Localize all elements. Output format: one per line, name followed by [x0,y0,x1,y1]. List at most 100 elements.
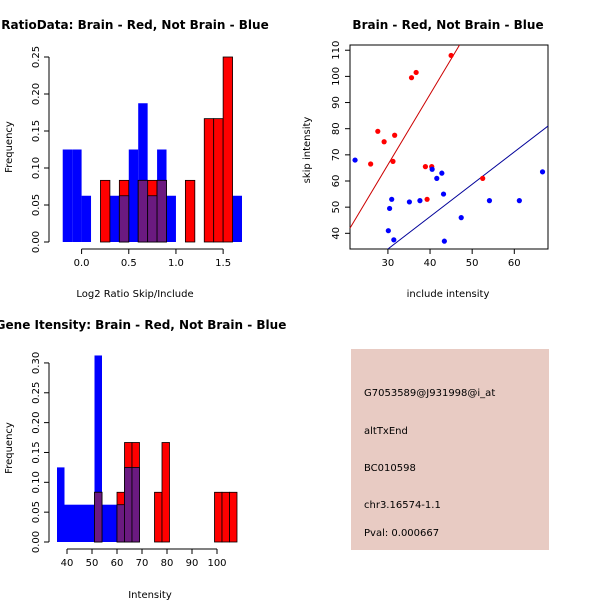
point-brain-8 [424,196,430,202]
point-brain-2 [381,139,387,145]
x-tick-label-0: 40 [61,558,74,569]
point-notbrain-11 [441,238,447,244]
accession-id: BC010598 [364,463,416,474]
probe-id: G7053589@J931998@i_at [364,388,495,399]
ratio-histogram: RatioData: Brain - Red, Not Brain - Blue… [1,18,268,300]
scatter-title: Brain - Red, Not Brain - Blue [352,18,543,32]
scatter-x-tick-label-1: 40 [424,258,437,269]
point-notbrain-5 [406,199,412,205]
scatter-y-tick-label-1: 50 [331,201,342,214]
intensity-histogram: Gene Itensity: Brain - Red, Not Brain - … [0,318,286,600]
x-tick-label-0: 0.0 [74,258,90,269]
p-value: Pval: 0.000667 [364,528,439,539]
scatter-y-tick-label-5: 90 [331,96,342,109]
fit-line-brain [349,44,460,229]
scatter-y-tick-label-7: 110 [331,41,342,60]
bar-brain-8 [222,56,233,243]
bar-notbrain-5 [94,355,102,542]
bar-notbrain-1 [64,504,72,542]
scatter-x-tick-label-0: 30 [382,258,395,269]
bar-overlap-1 [118,195,130,243]
bar-notbrain-3 [109,195,120,242]
intensity-histogram-ylabel: Frequency [4,422,15,474]
scatter-x-tick-label-3: 60 [508,258,521,269]
scatter-y-tick-label-2: 60 [331,175,342,188]
intensity-histogram-axes: 40 50 60 70 80 90 100 0.00 0.05 0.10 0.15 0.20 0.25 0… [31,352,227,569]
point-brain-4 [392,132,398,138]
x-tick-label-3: 1.5 [215,258,231,269]
bar-notbrain-6 [102,504,110,542]
ratio-histogram-bars [62,56,242,243]
intensity-histogram-title: Gene Itensity: Brain - Red, Not Brain - … [0,318,286,332]
point-notbrain-14 [516,198,522,204]
point-notbrain-6 [417,198,423,204]
ratio-histogram-xlabel: Log2 Ratio Skip/Include [76,289,193,300]
bar-overlap-2 [137,179,149,243]
bar-notbrain-6 [138,103,148,242]
bar-brain-0 [100,179,111,243]
point-notbrain-13 [486,198,493,204]
x-tick-label-1: 0.5 [121,258,137,269]
bar-notbrain-0 [62,149,73,242]
info-panel-background [351,349,549,550]
x-tick-label-5: 90 [186,558,199,569]
bar-brain-6 [203,118,215,243]
y-tick-label-5: 0.25 [31,382,42,404]
x-tick-label-3: 70 [136,558,149,569]
point-notbrain-9 [439,170,445,176]
bar-overlap-0 [94,491,103,543]
y-tick-label-2: 0.10 [31,471,42,493]
fit-line-notbrain [387,125,549,250]
scatter-y-tick-label-6: 100 [331,67,342,86]
point-notbrain-7 [429,166,435,172]
bar-notbrain-4 [87,504,95,542]
bar-notbrain-2 [72,504,80,542]
x-tick-label-1: 50 [86,558,99,569]
scatter-points [352,52,546,244]
bar-notbrain-2 [81,195,92,242]
point-notbrain-10 [440,191,447,197]
point-brain-11 [480,175,486,181]
x-tick-label-6: 100 [207,558,226,569]
scatter-plot-box [349,44,549,250]
info-panel: G7053589@J931998@i_at altTxEnd BC010598 … [351,349,549,550]
scatter-axes: 30 40 50 60 40 50 60 70 80 90 100 110 [331,41,521,269]
bar-notbrain-5 [128,149,139,242]
y-tick-label-2: 0.10 [31,157,42,179]
point-brain-1 [375,128,381,134]
point-brain-0 [368,161,374,167]
point-notbrain-4 [391,237,397,243]
bar-notbrain-7 [109,504,117,542]
bar-overlap-4 [156,179,167,243]
x-tick-label-2: 60 [111,558,124,569]
y-tick-label-4: 0.20 [31,411,42,433]
intensity-scatter: Brain - Red, Not Brain - Blue include in… [302,18,549,300]
y-tick-label-0: 0.00 [31,531,42,553]
ratio-histogram-axes: 0.0 0.5 1.0 1.5 0.00 0.05 0.10 0.15 0.20 0.25 [31,46,231,269]
point-brain-5 [408,75,415,81]
point-notbrain-3 [389,196,395,202]
point-notbrain-1 [385,228,391,234]
y-tick-label-3: 0.15 [31,441,42,463]
bar-notbrain-9 [166,195,176,242]
genomic-location: chr3.16574-1.1 [364,500,441,511]
intensity-histogram-xlabel: Intensity [128,590,172,600]
scatter-y-tick-label-4: 80 [331,122,342,135]
bar-overlap-2 [124,466,133,543]
point-brain-10 [448,52,454,59]
x-tick-label-4: 80 [161,558,174,569]
bar-notbrain-0 [57,467,65,542]
y-tick-label-3: 0.15 [31,120,42,142]
bar-brain-4 [154,491,163,543]
ratio-histogram-title: RatioData: Brain - Red, Not Brain - Blue [1,18,268,32]
bar-overlap-1 [116,504,125,543]
scatter-y-tick-label-0: 40 [331,227,342,240]
point-brain-7 [422,164,429,170]
y-tick-label-1: 0.05 [31,194,42,216]
y-tick-label-4: 0.20 [31,83,42,105]
point-brain-6 [413,69,419,76]
bar-notbrain-3 [79,504,87,542]
bar-brain-7 [221,491,230,543]
scatter-x-tick-label-2: 50 [466,258,479,269]
